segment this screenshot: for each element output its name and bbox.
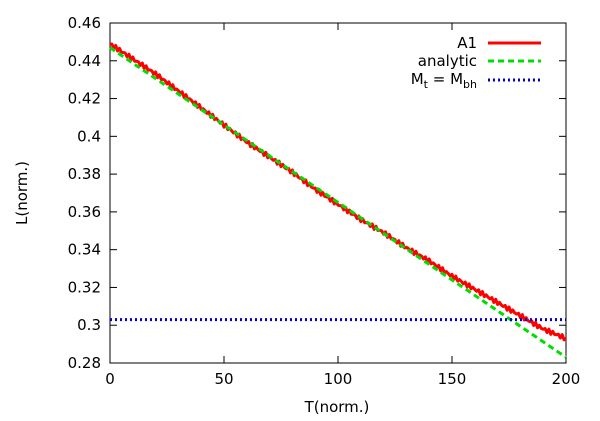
series-analytic-line bbox=[109, 46, 567, 359]
x-tick-label: 200 bbox=[552, 370, 581, 388]
legend: A1 analytic Mt = Mbh bbox=[411, 34, 541, 91]
y-tick-label: 0.46 bbox=[68, 14, 101, 32]
series-layer bbox=[109, 42, 567, 359]
y-tick-label: 0.38 bbox=[68, 165, 101, 183]
x-tick-label: 150 bbox=[438, 370, 467, 388]
y-tick-label: 0.32 bbox=[68, 278, 101, 296]
y-tick-label: 0.28 bbox=[68, 354, 101, 372]
y-axis-title: L(norm.) bbox=[13, 161, 31, 225]
plot-area: 0.28 0.3 0.32 0.34 0.36 0.38 0.4 0.42 0.44 0.46 0… bbox=[68, 14, 581, 388]
x-tick-label: 50 bbox=[214, 370, 233, 388]
x-tick-label: 0 bbox=[105, 370, 115, 388]
y-tick-label: 0.3 bbox=[77, 316, 101, 334]
y-tick-label: 0.34 bbox=[68, 241, 101, 259]
legend-label-mt-mbh: Mt = Mbh bbox=[411, 70, 477, 91]
x-tick-label: 100 bbox=[324, 370, 353, 388]
y-tick-label: 0.42 bbox=[68, 90, 101, 108]
legend-label-mt-main: M bbox=[411, 70, 424, 88]
plot-frame bbox=[109, 22, 567, 364]
legend-label-mbh-sub: bh bbox=[463, 78, 477, 91]
x-axis-title: T(norm.) bbox=[304, 398, 370, 416]
legend-label-analytic: analytic bbox=[418, 52, 477, 70]
y-tick-label: 0.36 bbox=[68, 203, 101, 221]
series-a1-line bbox=[109, 42, 567, 342]
legend-label-a1: A1 bbox=[457, 34, 477, 52]
legend-label-mt-eq: = M bbox=[428, 70, 463, 88]
legend-label-mt-sub: t bbox=[424, 78, 429, 91]
y-tick-label: 0.4 bbox=[77, 127, 101, 145]
y-axis: 0.28 0.3 0.32 0.34 0.36 0.38 0.4 0.42 0.44 0.46 bbox=[68, 14, 566, 372]
x-axis: 0 50 100 150 200 bbox=[105, 23, 580, 388]
y-tick-label: 0.44 bbox=[68, 52, 101, 70]
